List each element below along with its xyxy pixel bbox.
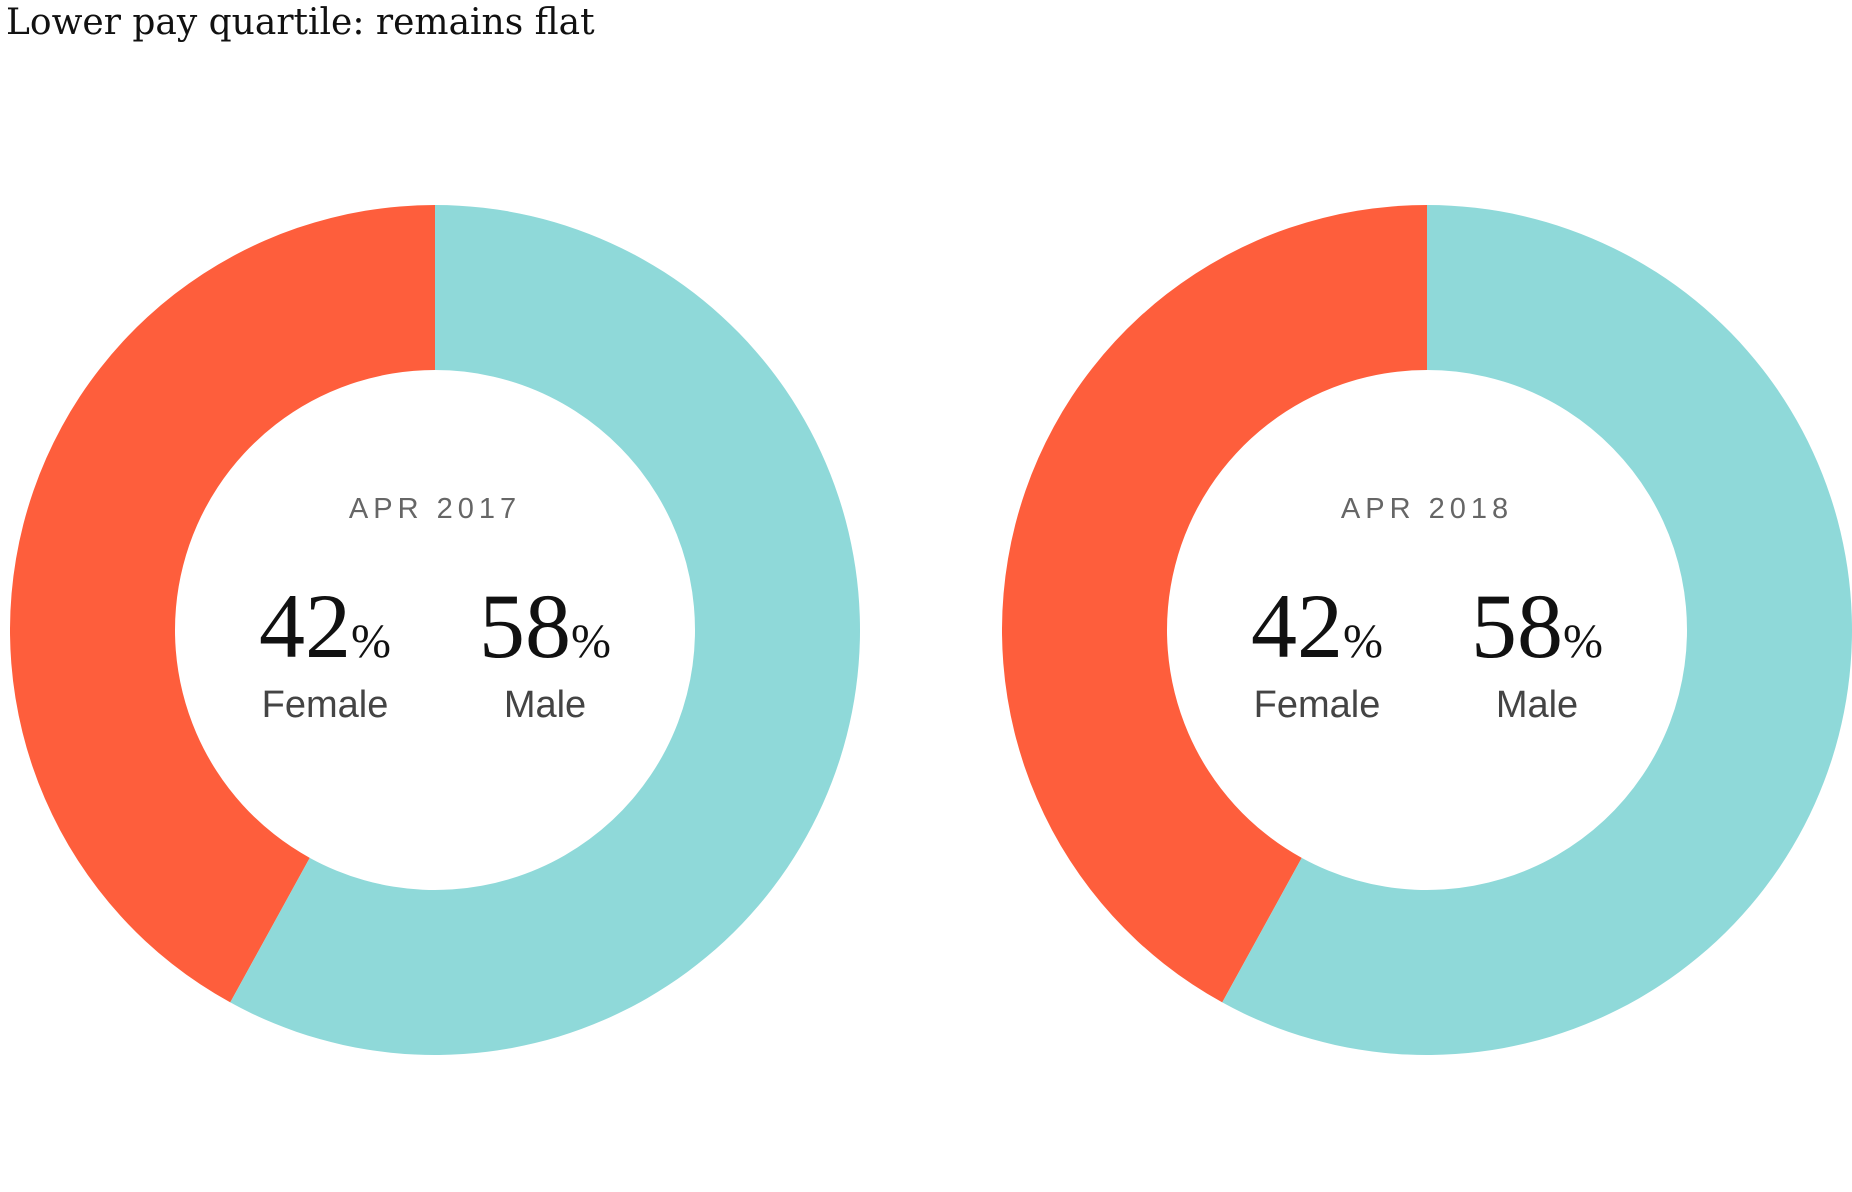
male-stat: 58% Male	[1427, 580, 1647, 727]
slice-male	[230, 205, 860, 1055]
male-label: Male	[1495, 684, 1579, 726]
male-percent-sign: %	[571, 615, 611, 668]
female-label: Female	[1253, 684, 1381, 726]
slice-female	[10, 205, 435, 1003]
female-percent-sign: %	[1343, 615, 1383, 668]
female-value: 42	[1251, 575, 1343, 677]
female-stat: 42% Female	[215, 580, 435, 727]
male-percent-sign: %	[1563, 615, 1603, 668]
male-value: 58	[1471, 575, 1563, 677]
slice-male	[1222, 205, 1852, 1055]
male-stat: 58% Male	[435, 580, 655, 727]
female-stat: 42% Female	[1207, 580, 1427, 727]
female-label: Female	[261, 684, 389, 726]
slice-female	[1002, 205, 1427, 1003]
female-value: 42	[259, 575, 351, 677]
female-percent-sign: %	[351, 615, 391, 668]
male-label: Male	[503, 684, 587, 726]
period-label: APR 2018	[1340, 493, 1514, 525]
donut-svg	[10, 205, 860, 1055]
male-value: 58	[479, 575, 571, 677]
period-label: APR 2017	[348, 493, 522, 525]
donut-svg	[1002, 205, 1852, 1055]
chart-title: Lower pay quartile: remains flat	[6, 2, 595, 43]
